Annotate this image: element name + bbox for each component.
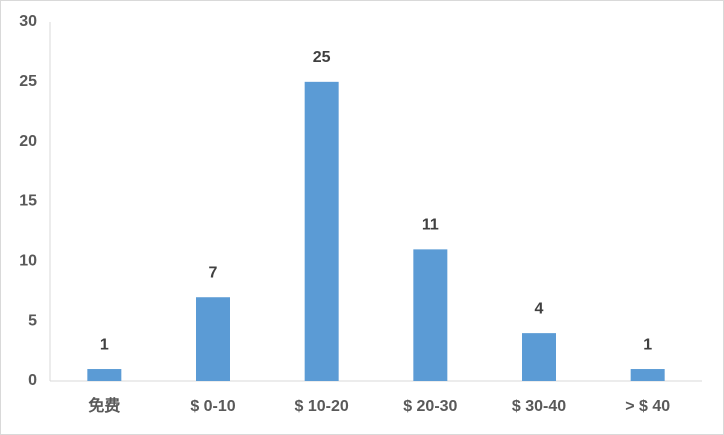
x-tick-label: $ 0-10 [190, 398, 235, 415]
y-tick-label: 0 [28, 372, 37, 389]
data-label: 11 [422, 217, 439, 234]
y-tick-label: 15 [19, 193, 37, 210]
y-tick-label: 10 [19, 253, 37, 270]
bar [87, 369, 122, 381]
data-label: 25 [313, 49, 331, 66]
data-label: 1 [643, 336, 652, 353]
bar [413, 249, 448, 381]
bar [630, 369, 665, 381]
y-tick-label: 5 [28, 312, 37, 329]
x-tick-label: $ 10-20 [295, 398, 349, 415]
data-label: 7 [209, 264, 218, 281]
x-tick-label: $ 30-40 [512, 398, 566, 415]
x-tick-label: > $ 40 [625, 398, 670, 415]
y-tick-label: 30 [19, 13, 37, 30]
bar [196, 297, 230, 381]
bar [522, 333, 556, 381]
x-tick-label: 免费 [88, 396, 120, 415]
data-label: 1 [100, 336, 109, 353]
data-label: 4 [535, 300, 544, 317]
bar [304, 81, 339, 381]
x-tick-label: $ 20-30 [403, 398, 457, 415]
y-tick-label: 20 [19, 133, 37, 150]
y-tick-label: 25 [19, 73, 37, 90]
